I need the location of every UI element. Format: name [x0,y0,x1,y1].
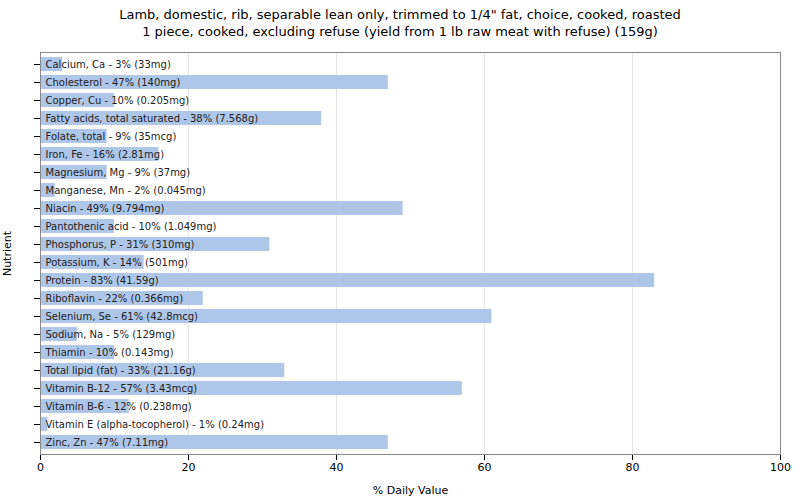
svg-text:Niacin - 49% (9.794mg): Niacin - 49% (9.794mg) [46,203,165,214]
svg-text:Zinc, Zn - 47% (7.11mg): Zinc, Zn - 47% (7.11mg) [46,437,169,448]
html-text:Lamb, domestic, rib, separable: Lamb, domestic, rib, separable lean only… [119,7,681,39]
svg-text:% Daily Value: % Daily Value [373,484,449,497]
svg-text:Copper, Cu - 10% (0.205mg): Copper, Cu - 10% (0.205mg) [46,95,190,106]
svg-text:Riboflavin - 22% (0.366mg): Riboflavin - 22% (0.366mg) [46,293,184,304]
svg-text:Sodium, Na - 5% (129mg): Sodium, Na - 5% (129mg) [46,329,176,340]
svg-text:80: 80 [626,461,640,474]
svg-text:Vitamin E (alpha-tocopherol) -: Vitamin E (alpha-tocopherol) - 1% (0.24m… [46,419,265,430]
svg-text:40: 40 [330,461,344,474]
svg-text:Manganese, Mn - 2% (0.045mg): Manganese, Mn - 2% (0.045mg) [46,185,206,196]
svg-text:0: 0 [37,461,44,474]
svg-text:100: 100 [770,461,791,474]
svg-text:Total lipid (fat) - 33% (21.16: Total lipid (fat) - 33% (21.16g) [45,365,196,376]
svg-text:Protein - 83% (41.59g): Protein - 83% (41.59g) [46,275,159,286]
svg-text:20: 20 [182,461,196,474]
svg-text:Phosphorus, P - 31% (310mg): Phosphorus, P - 31% (310mg) [46,239,195,250]
svg-text:Calcium, Ca - 3% (33mg): Calcium, Ca - 3% (33mg) [46,59,171,70]
svg-text:Thiamin - 10% (0.143mg): Thiamin - 10% (0.143mg) [45,347,174,358]
svg-text:Vitamin B-12 - 57% (3.43mcg): Vitamin B-12 - 57% (3.43mcg) [46,383,198,394]
svg-text:Folate, total - 9% (35mcg): Folate, total - 9% (35mcg) [46,131,177,142]
svg-text:Selenium, Se - 61% (42.8mcg): Selenium, Se - 61% (42.8mcg) [46,311,199,322]
svg-text:Nutrient: Nutrient [1,230,14,276]
svg-text:Vitamin B-6 - 12% (0.238mg): Vitamin B-6 - 12% (0.238mg) [46,401,192,412]
svg-text:Iron, Fe - 16% (2.81mg): Iron, Fe - 16% (2.81mg) [46,149,165,160]
svg-text:Pantothenic acid - 10% (1.049m: Pantothenic acid - 10% (1.049mg) [46,221,217,232]
svg-text:Potassium, K - 14% (501mg): Potassium, K - 14% (501mg) [46,257,188,268]
svg-text:Fatty acids, total saturated -: Fatty acids, total saturated - 38% (7.56… [46,113,259,124]
svg-text:60: 60 [478,461,492,474]
svg-text:Magnesium, Mg - 9% (37mg): Magnesium, Mg - 9% (37mg) [46,167,191,178]
svg-text:Cholesterol - 47% (140mg): Cholesterol - 47% (140mg) [46,77,181,88]
